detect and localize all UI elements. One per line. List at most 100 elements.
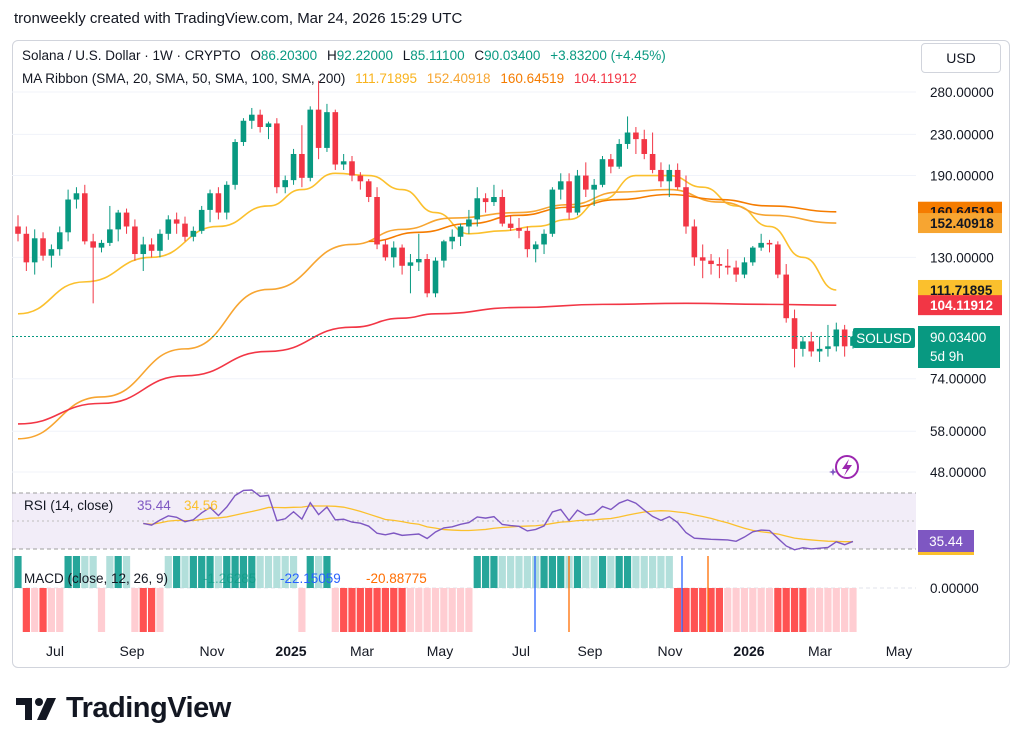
currency-button[interactable]: USD xyxy=(921,43,1001,73)
candle-body xyxy=(674,169,681,188)
time-tick-label: Nov xyxy=(200,643,225,659)
macd-histogram-bar xyxy=(724,588,732,632)
candle-body xyxy=(324,112,330,148)
macd-histogram-bar xyxy=(56,588,64,632)
macd-histogram-bar xyxy=(264,556,273,588)
candle-body xyxy=(290,153,297,181)
rsi-ma-tag xyxy=(918,552,974,555)
macd-histogram-bar xyxy=(239,556,248,588)
macd-histogram-bar xyxy=(782,588,790,632)
candle-body xyxy=(499,196,506,224)
time-tick-label: May xyxy=(427,643,453,659)
candle-body xyxy=(532,244,539,250)
candle-body xyxy=(599,159,606,185)
macd-histogram-bar xyxy=(148,588,156,632)
price-tick-label: 190.00000 xyxy=(930,169,994,184)
macd-histogram-bar xyxy=(306,556,314,588)
candle-body xyxy=(132,226,138,255)
ma-price-tag-label: 152.40918 xyxy=(930,216,994,231)
candle-body xyxy=(716,264,723,266)
candle-body xyxy=(549,189,556,234)
candle-body xyxy=(98,242,105,248)
symbol-tag-label: SOLUSD xyxy=(856,331,912,346)
macd-histogram-bar xyxy=(206,556,214,588)
price-tick-label: 58.00000 xyxy=(930,424,986,439)
rsi-label: RSI (14, close) xyxy=(24,498,113,513)
ma-ribbon xyxy=(17,172,837,440)
macd-histogram-bar xyxy=(356,588,364,632)
candle-body xyxy=(31,238,38,263)
ma50-value: 152.40918 xyxy=(426,71,491,86)
change-value: +3.83200 (+4.45%) xyxy=(550,48,666,63)
candle-body xyxy=(115,212,121,230)
candle-body xyxy=(633,132,639,140)
time-tick-label: May xyxy=(886,643,912,659)
lightning-icon[interactable] xyxy=(829,455,859,479)
macd-histogram-bar xyxy=(189,556,197,588)
macd-histogram-bar xyxy=(114,556,122,588)
candle-body xyxy=(683,187,689,227)
candle-body xyxy=(616,143,622,167)
candle-body xyxy=(691,226,698,258)
rsi-line xyxy=(143,489,854,551)
macd-histogram-bar xyxy=(490,556,498,588)
candle-body xyxy=(583,175,589,190)
candle-body xyxy=(257,114,263,128)
candle-body xyxy=(574,175,581,213)
symbol-legend[interactable]: Solana / U.S. Dollar · 1W · CRYPTO O86.2… xyxy=(22,48,672,63)
candle-body xyxy=(516,227,522,231)
candle-body xyxy=(198,209,205,231)
macd-histogram-bar xyxy=(131,588,139,632)
macd-hist-value: -1.26285 xyxy=(203,571,256,586)
candle-body xyxy=(791,318,798,349)
candle-body xyxy=(40,238,46,256)
candle-body xyxy=(165,219,172,234)
candle-body xyxy=(541,233,547,245)
symbol-tag xyxy=(853,328,915,348)
macd-histogram-bar xyxy=(482,556,490,588)
macd-histogram-bar xyxy=(749,588,757,632)
macd-histogram-bar xyxy=(390,588,398,632)
candle-body xyxy=(182,223,188,237)
candle-body xyxy=(307,109,314,178)
ma100-value: 160.64519 xyxy=(500,71,565,86)
macd-histogram-bar xyxy=(456,588,465,632)
macd-histogram-bar xyxy=(790,588,799,632)
candle-body xyxy=(491,196,497,203)
macd-histogram-bar xyxy=(340,588,348,632)
candle-body xyxy=(315,109,322,148)
macd-histogram-bar xyxy=(649,556,657,588)
macd-histogram-bar xyxy=(548,556,556,588)
candle-body xyxy=(249,114,255,121)
time-tick-label: Sep xyxy=(578,643,603,659)
candle-body xyxy=(349,161,355,176)
candle-body xyxy=(825,346,831,349)
macd-histogram-bar xyxy=(598,556,607,588)
macd-histogram-bar xyxy=(732,588,740,632)
candle-body xyxy=(223,184,230,213)
macd-histogram-bar xyxy=(273,556,281,588)
macd-histogram-bar xyxy=(39,588,47,632)
ma-ribbon-legend[interactable]: MA Ribbon (SMA, 20, SMA, 50, SMA, 100, S… xyxy=(22,71,643,86)
tradingview-logo[interactable]: TradingView xyxy=(16,692,231,725)
macd-line-value: -22.15059 xyxy=(280,571,341,586)
candle-body xyxy=(390,247,397,258)
macd-histogram-bar xyxy=(674,588,682,632)
candle-body xyxy=(65,199,71,233)
candle-body xyxy=(416,258,422,263)
macd-histogram-bar xyxy=(632,556,640,588)
ma-line-sma-20 xyxy=(17,172,837,315)
candle-body xyxy=(374,196,380,245)
candle-body xyxy=(833,329,840,347)
macd-histogram-bar xyxy=(89,556,97,588)
time-tick-label: Sep xyxy=(120,643,145,659)
macd-histogram-bar xyxy=(198,556,206,588)
candle-body xyxy=(190,230,197,237)
time-tick-label: Nov xyxy=(658,643,683,659)
macd-histogram-bar xyxy=(164,556,172,588)
macd-histogram-bar xyxy=(665,556,673,588)
candle-body xyxy=(265,123,272,128)
macd-histogram xyxy=(14,556,857,632)
